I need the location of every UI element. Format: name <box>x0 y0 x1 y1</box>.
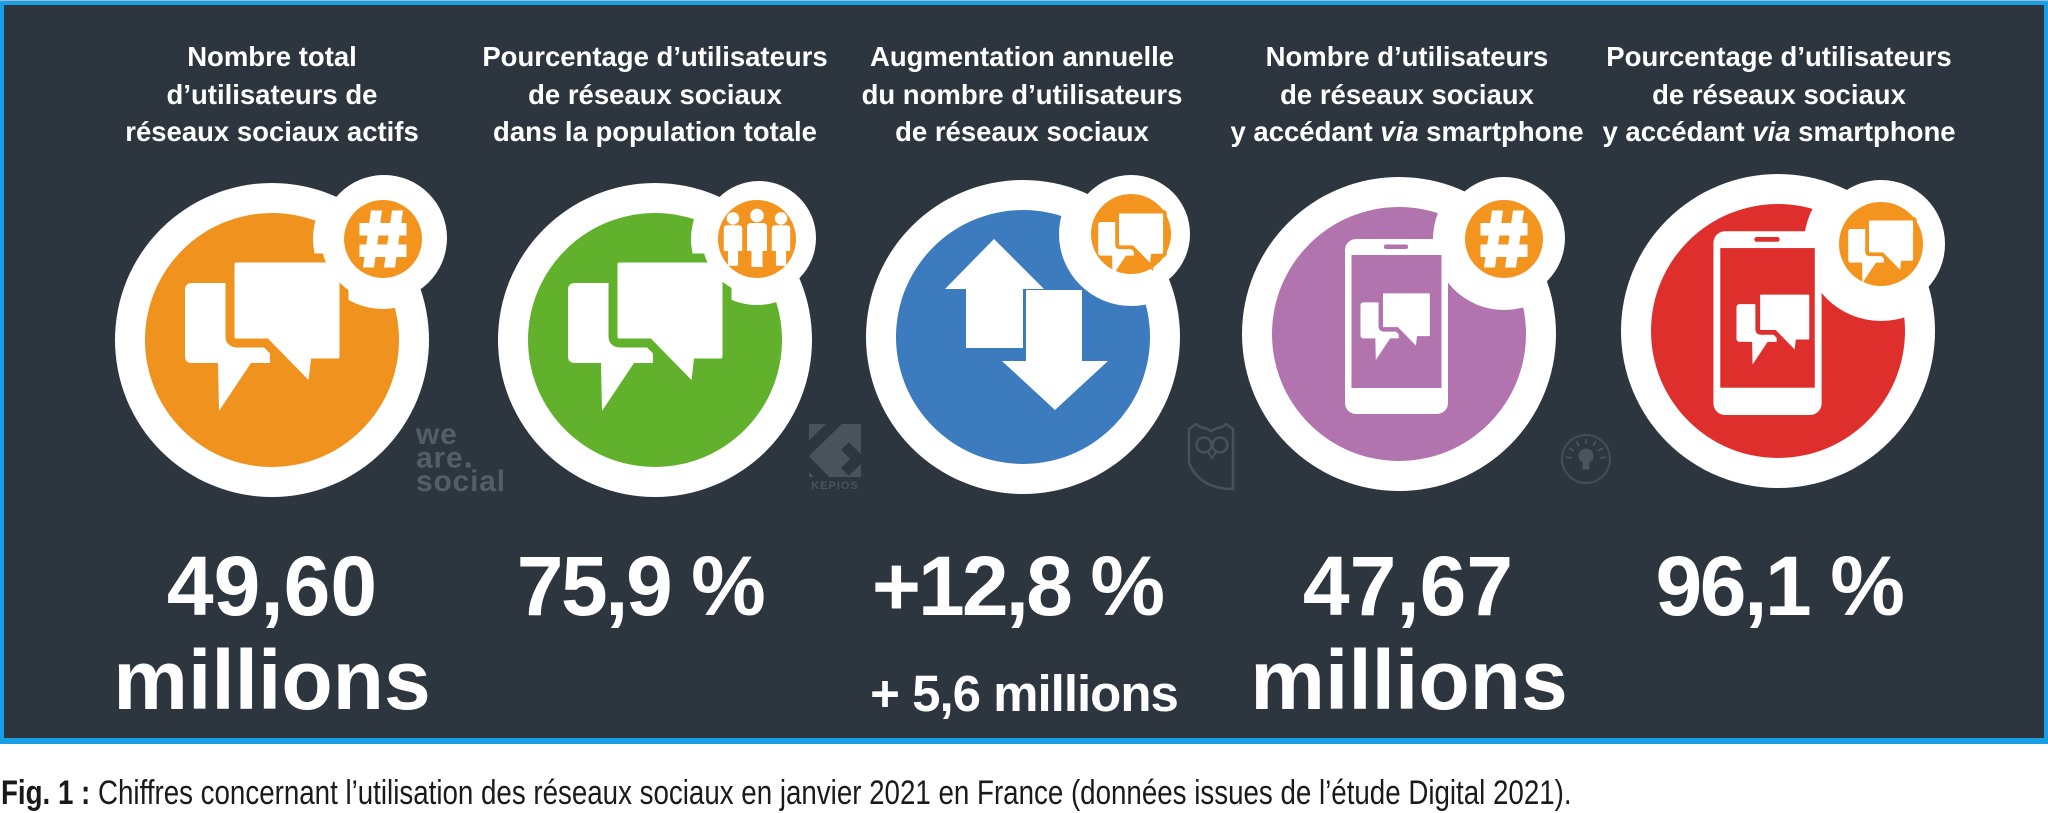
svg-text:KEPIOS: KEPIOS <box>811 480 859 492</box>
svg-text:social: social <box>416 465 506 498</box>
svg-text:we: we <box>415 418 458 451</box>
svg-text:are.: are. <box>416 438 474 476</box>
